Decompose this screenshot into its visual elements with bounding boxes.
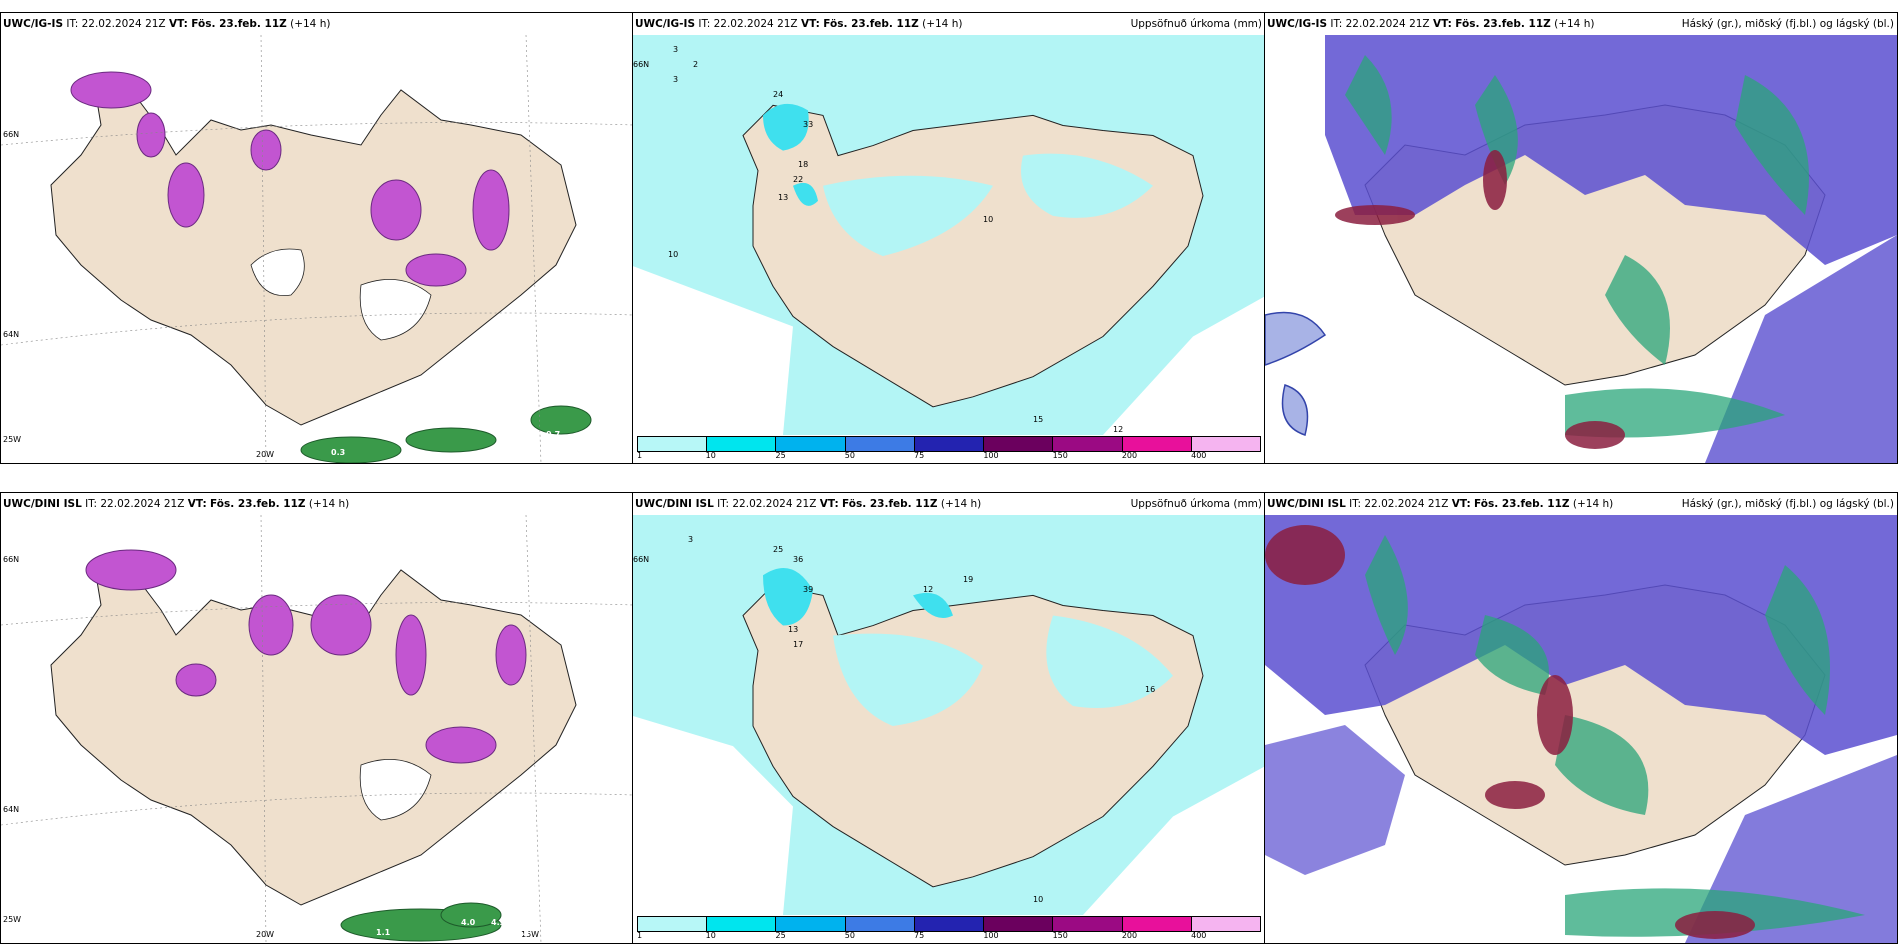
colorbar-ticks: 1 10 25 50 75 100 150 200 400: [637, 451, 1207, 460]
lon-label: 25W: [3, 435, 22, 444]
precip-value: 15: [1033, 415, 1044, 424]
precip-map: 3 25 36 39 13 17 12 19 16 10 66N: [633, 515, 1265, 915]
precip-value: 3: [673, 75, 679, 84]
wind-snow-map: 66N 64N 25W 20W 15W 4.0 4.3 3.1 1.1: [1, 515, 633, 943]
panel-bottom-middle: UWC/DINI ISL IT: 22.02.2024 21Z VT: Fös.…: [632, 492, 1266, 944]
precip-value: 3: [673, 45, 679, 54]
panel-title: UWC/IG-IS IT: 22.02.2024 21Z VT: Fös. 23…: [3, 18, 331, 30]
lat-label: 64N: [3, 330, 20, 339]
panel-subtitle: Uppsöfnuð úrkoma (mm): [1130, 498, 1262, 510]
lat-label: 66N: [633, 60, 650, 69]
panel-title: UWC/IG-IS IT: 22.02.2024 21Z VT: Fös. 23…: [1265, 13, 1897, 35]
panel-title: UWC/DINI ISL IT: 22.02.2024 21Z VT: Fös.…: [1265, 493, 1897, 515]
lon-label: 25W: [3, 915, 22, 924]
lat-label: 64N: [3, 805, 20, 814]
snow-value: 4.3: [491, 918, 506, 927]
precip-colorbar: [637, 916, 1261, 932]
precip-value: 19: [963, 575, 974, 584]
lat-label: 66N: [3, 130, 20, 139]
precip-value: 10: [983, 215, 994, 224]
cloud-map: [1265, 35, 1897, 463]
precip-value: 10: [668, 250, 679, 259]
lon-label: 20W: [256, 930, 275, 939]
panel-title: UWC/IG-IS IT: 22.02.2024 21Z VT: Fös. 23…: [633, 13, 1265, 35]
precip-value: 10: [1033, 895, 1044, 904]
precip-value: 22: [793, 175, 804, 184]
precip-value: 12: [1113, 425, 1124, 434]
panel-subtitle: Háský (gr.), miðský (fj.bl.) og lágský (…: [1681, 18, 1894, 30]
precip-value: 25: [773, 545, 784, 554]
lat-label: 66N: [3, 555, 20, 564]
cloud-map: [1265, 515, 1897, 943]
precip-value: 36: [793, 555, 804, 564]
snow-value: 0.3: [331, 448, 346, 457]
precip-value: 16: [1145, 685, 1156, 694]
precip-value: 18: [798, 160, 809, 169]
precip-value: 39: [803, 585, 814, 594]
precip-colorbar: [637, 436, 1261, 452]
precip-value: 3: [688, 535, 694, 544]
snow-value: 0.7: [546, 430, 561, 439]
snow-value: 1.1: [376, 928, 391, 937]
precip-map: 3 2 3 24 33 22 18 13 10 10 15 12 66N: [633, 35, 1265, 435]
panel-bottom-left: UWC/DINI ISL IT: 22.02.2024 21Z VT: Fös.…: [0, 492, 634, 944]
panel-top-right: UWC/IG-IS IT: 22.02.2024 21Z VT: Fös. 23…: [1264, 12, 1898, 464]
panel-top-middle: UWC/IG-IS IT: 22.02.2024 21Z VT: Fös. 23…: [632, 12, 1266, 464]
panel-bottom-right: UWC/DINI ISL IT: 22.02.2024 21Z VT: Fös.…: [1264, 492, 1898, 944]
precip-value: 13: [778, 193, 789, 202]
snow-value: 3.1: [516, 928, 531, 937]
panel-title: UWC/DINI ISL IT: 22.02.2024 21Z VT: Fös.…: [633, 493, 1265, 515]
panel-title: UWC/DINI ISL IT: 22.02.2024 21Z VT: Fös.…: [3, 498, 350, 510]
panel-subtitle: Háský (gr.), miðský (fj.bl.) og lágský (…: [1681, 498, 1894, 510]
lon-label: 15W: [521, 930, 540, 939]
precip-value: 24: [773, 90, 784, 99]
wind-snow-map: 66N 64N 25W 20W 0.5 0.3 0.9 0.7: [1, 35, 633, 463]
snow-value: 0.9: [491, 420, 506, 429]
precip-value: 2: [693, 60, 699, 69]
lon-label: 20W: [256, 450, 275, 459]
snow-value: 0.5: [76, 55, 91, 64]
precip-value: 13: [788, 625, 799, 634]
panel-subtitle: Uppsöfnuð úrkoma (mm): [1130, 18, 1262, 30]
panel-top-left: UWC/IG-IS IT: 22.02.2024 21Z VT: Fös. 23…: [0, 12, 634, 464]
precip-value: 17: [793, 640, 804, 649]
snow-value: 4.0: [461, 918, 476, 927]
lat-label: 66N: [633, 555, 650, 564]
precip-value: 12: [923, 585, 934, 594]
colorbar-ticks: 1 10 25 50 75 100 150 200 400: [637, 931, 1207, 940]
precip-value: 33: [803, 120, 814, 129]
